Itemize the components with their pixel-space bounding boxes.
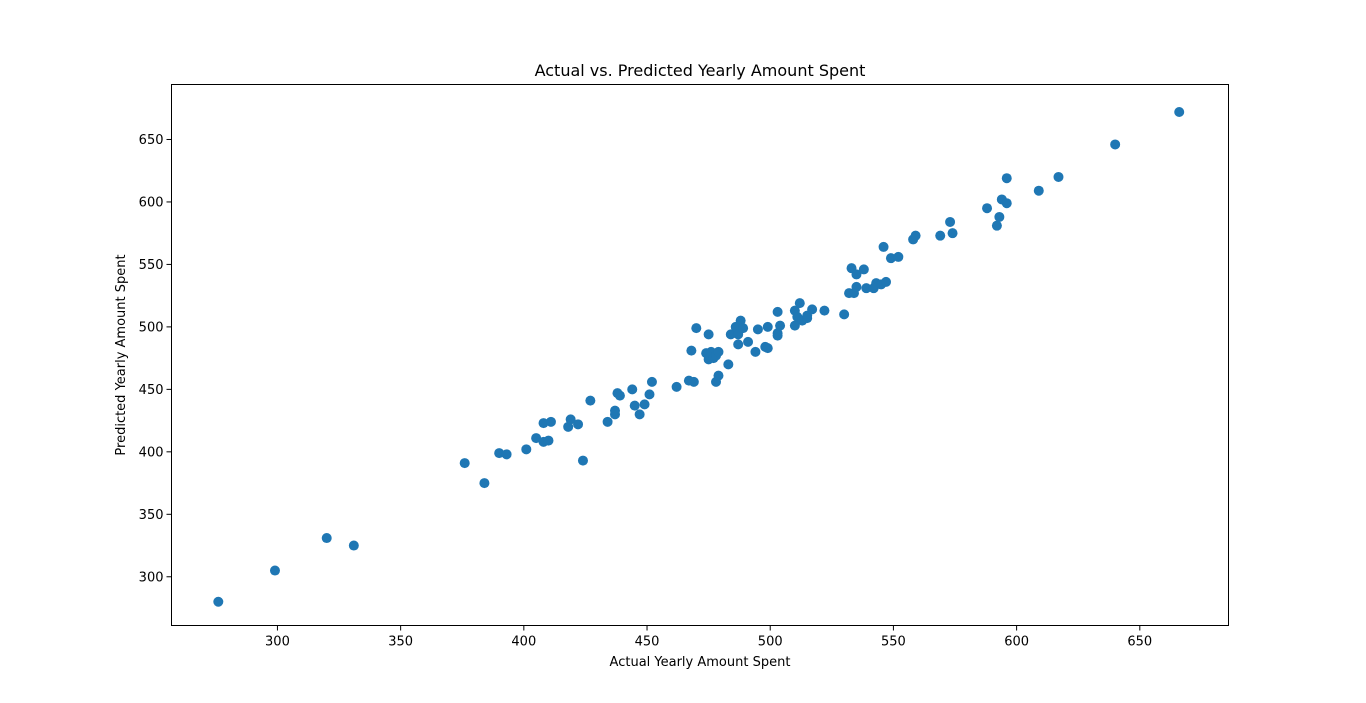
data-point (646, 376, 657, 387)
y-axis-label: Predicted Yearly Amount Spent (114, 254, 129, 455)
data-point (644, 389, 655, 400)
data-point (321, 533, 332, 544)
data-point (789, 320, 800, 331)
data-point (543, 435, 554, 446)
y-tick-label: 400 (139, 445, 164, 460)
data-point (629, 400, 640, 411)
data-point (725, 329, 736, 340)
data-point (723, 359, 734, 370)
data-point (947, 228, 958, 239)
chart-title: Actual vs. Predicted Yearly Amount Spent (535, 61, 866, 80)
data-point (494, 448, 505, 459)
data-point (521, 444, 532, 455)
data-point (858, 264, 869, 275)
data-point (982, 203, 993, 214)
data-point (861, 283, 872, 294)
data-point (772, 330, 783, 341)
data-point (851, 269, 862, 280)
data-point (614, 390, 625, 401)
x-tick-label: 500 (758, 635, 783, 650)
data-point (743, 336, 754, 347)
points-layer (213, 106, 1185, 607)
data-point (688, 376, 699, 387)
data-point (1033, 185, 1044, 196)
data-point (1110, 139, 1121, 150)
data-point (671, 381, 682, 392)
data-point (577, 455, 588, 466)
y-tick-label: 300 (139, 570, 164, 585)
x-axis-label: Actual Yearly Amount Spent (610, 655, 791, 670)
data-point (762, 343, 773, 354)
data-point (565, 414, 576, 425)
y-tick-label: 650 (139, 133, 164, 148)
data-point (752, 324, 763, 335)
y-tick-label: 500 (139, 320, 164, 335)
data-point (910, 230, 921, 241)
data-point (627, 384, 638, 395)
data-point (691, 323, 702, 334)
data-point (750, 346, 761, 357)
x-tick-label: 600 (1004, 635, 1029, 650)
data-point (531, 433, 542, 444)
data-point (807, 304, 818, 315)
data-point (686, 345, 697, 356)
data-point (738, 323, 749, 334)
x-tick-label: 650 (1127, 635, 1152, 650)
data-point (772, 306, 783, 317)
data-point (602, 416, 613, 427)
data-point (713, 346, 724, 357)
data-point (735, 315, 746, 326)
data-point (775, 320, 786, 331)
data-point (573, 419, 584, 430)
data-point (538, 418, 549, 429)
data-point (703, 329, 714, 340)
data-point (269, 565, 280, 576)
data-point (851, 281, 862, 292)
x-tick-label: 550 (881, 635, 906, 650)
data-point (1001, 173, 1012, 184)
data-point (639, 399, 650, 410)
y-tick-label: 350 (139, 508, 164, 523)
data-point (348, 540, 359, 551)
data-point (479, 478, 490, 489)
data-point (713, 370, 724, 381)
data-point (459, 458, 470, 469)
y-axis-ticks: 300 350 400 450 500 550 600 650 (139, 133, 172, 585)
data-point (545, 416, 556, 427)
data-point (881, 276, 892, 287)
data-point (1053, 171, 1064, 182)
x-tick-label: 450 (635, 635, 660, 650)
x-tick-label: 350 (388, 635, 413, 650)
data-point (935, 230, 946, 241)
data-point (585, 395, 596, 406)
data-point (213, 596, 224, 607)
data-point (893, 251, 904, 262)
y-tick-label: 450 (139, 383, 164, 398)
data-point (878, 241, 889, 252)
x-tick-label: 300 (265, 635, 290, 650)
data-point (945, 216, 956, 227)
data-point (634, 409, 645, 420)
x-tick-label: 400 (511, 635, 536, 650)
data-point (733, 339, 744, 350)
data-point (885, 253, 896, 264)
y-tick-label: 550 (139, 258, 164, 273)
data-point (501, 449, 512, 460)
data-point (610, 405, 620, 416)
data-point (839, 309, 850, 320)
data-point (819, 305, 830, 316)
x-axis-ticks: 300 350 400 450 500 550 600 650 (265, 625, 1152, 650)
data-point (994, 211, 1005, 222)
y-tick-label: 600 (139, 195, 164, 210)
data-point (762, 321, 773, 332)
data-point (991, 220, 1002, 231)
data-point (1001, 198, 1012, 209)
plot-frame (171, 84, 1229, 626)
data-point (794, 298, 805, 309)
data-point (1174, 106, 1185, 117)
